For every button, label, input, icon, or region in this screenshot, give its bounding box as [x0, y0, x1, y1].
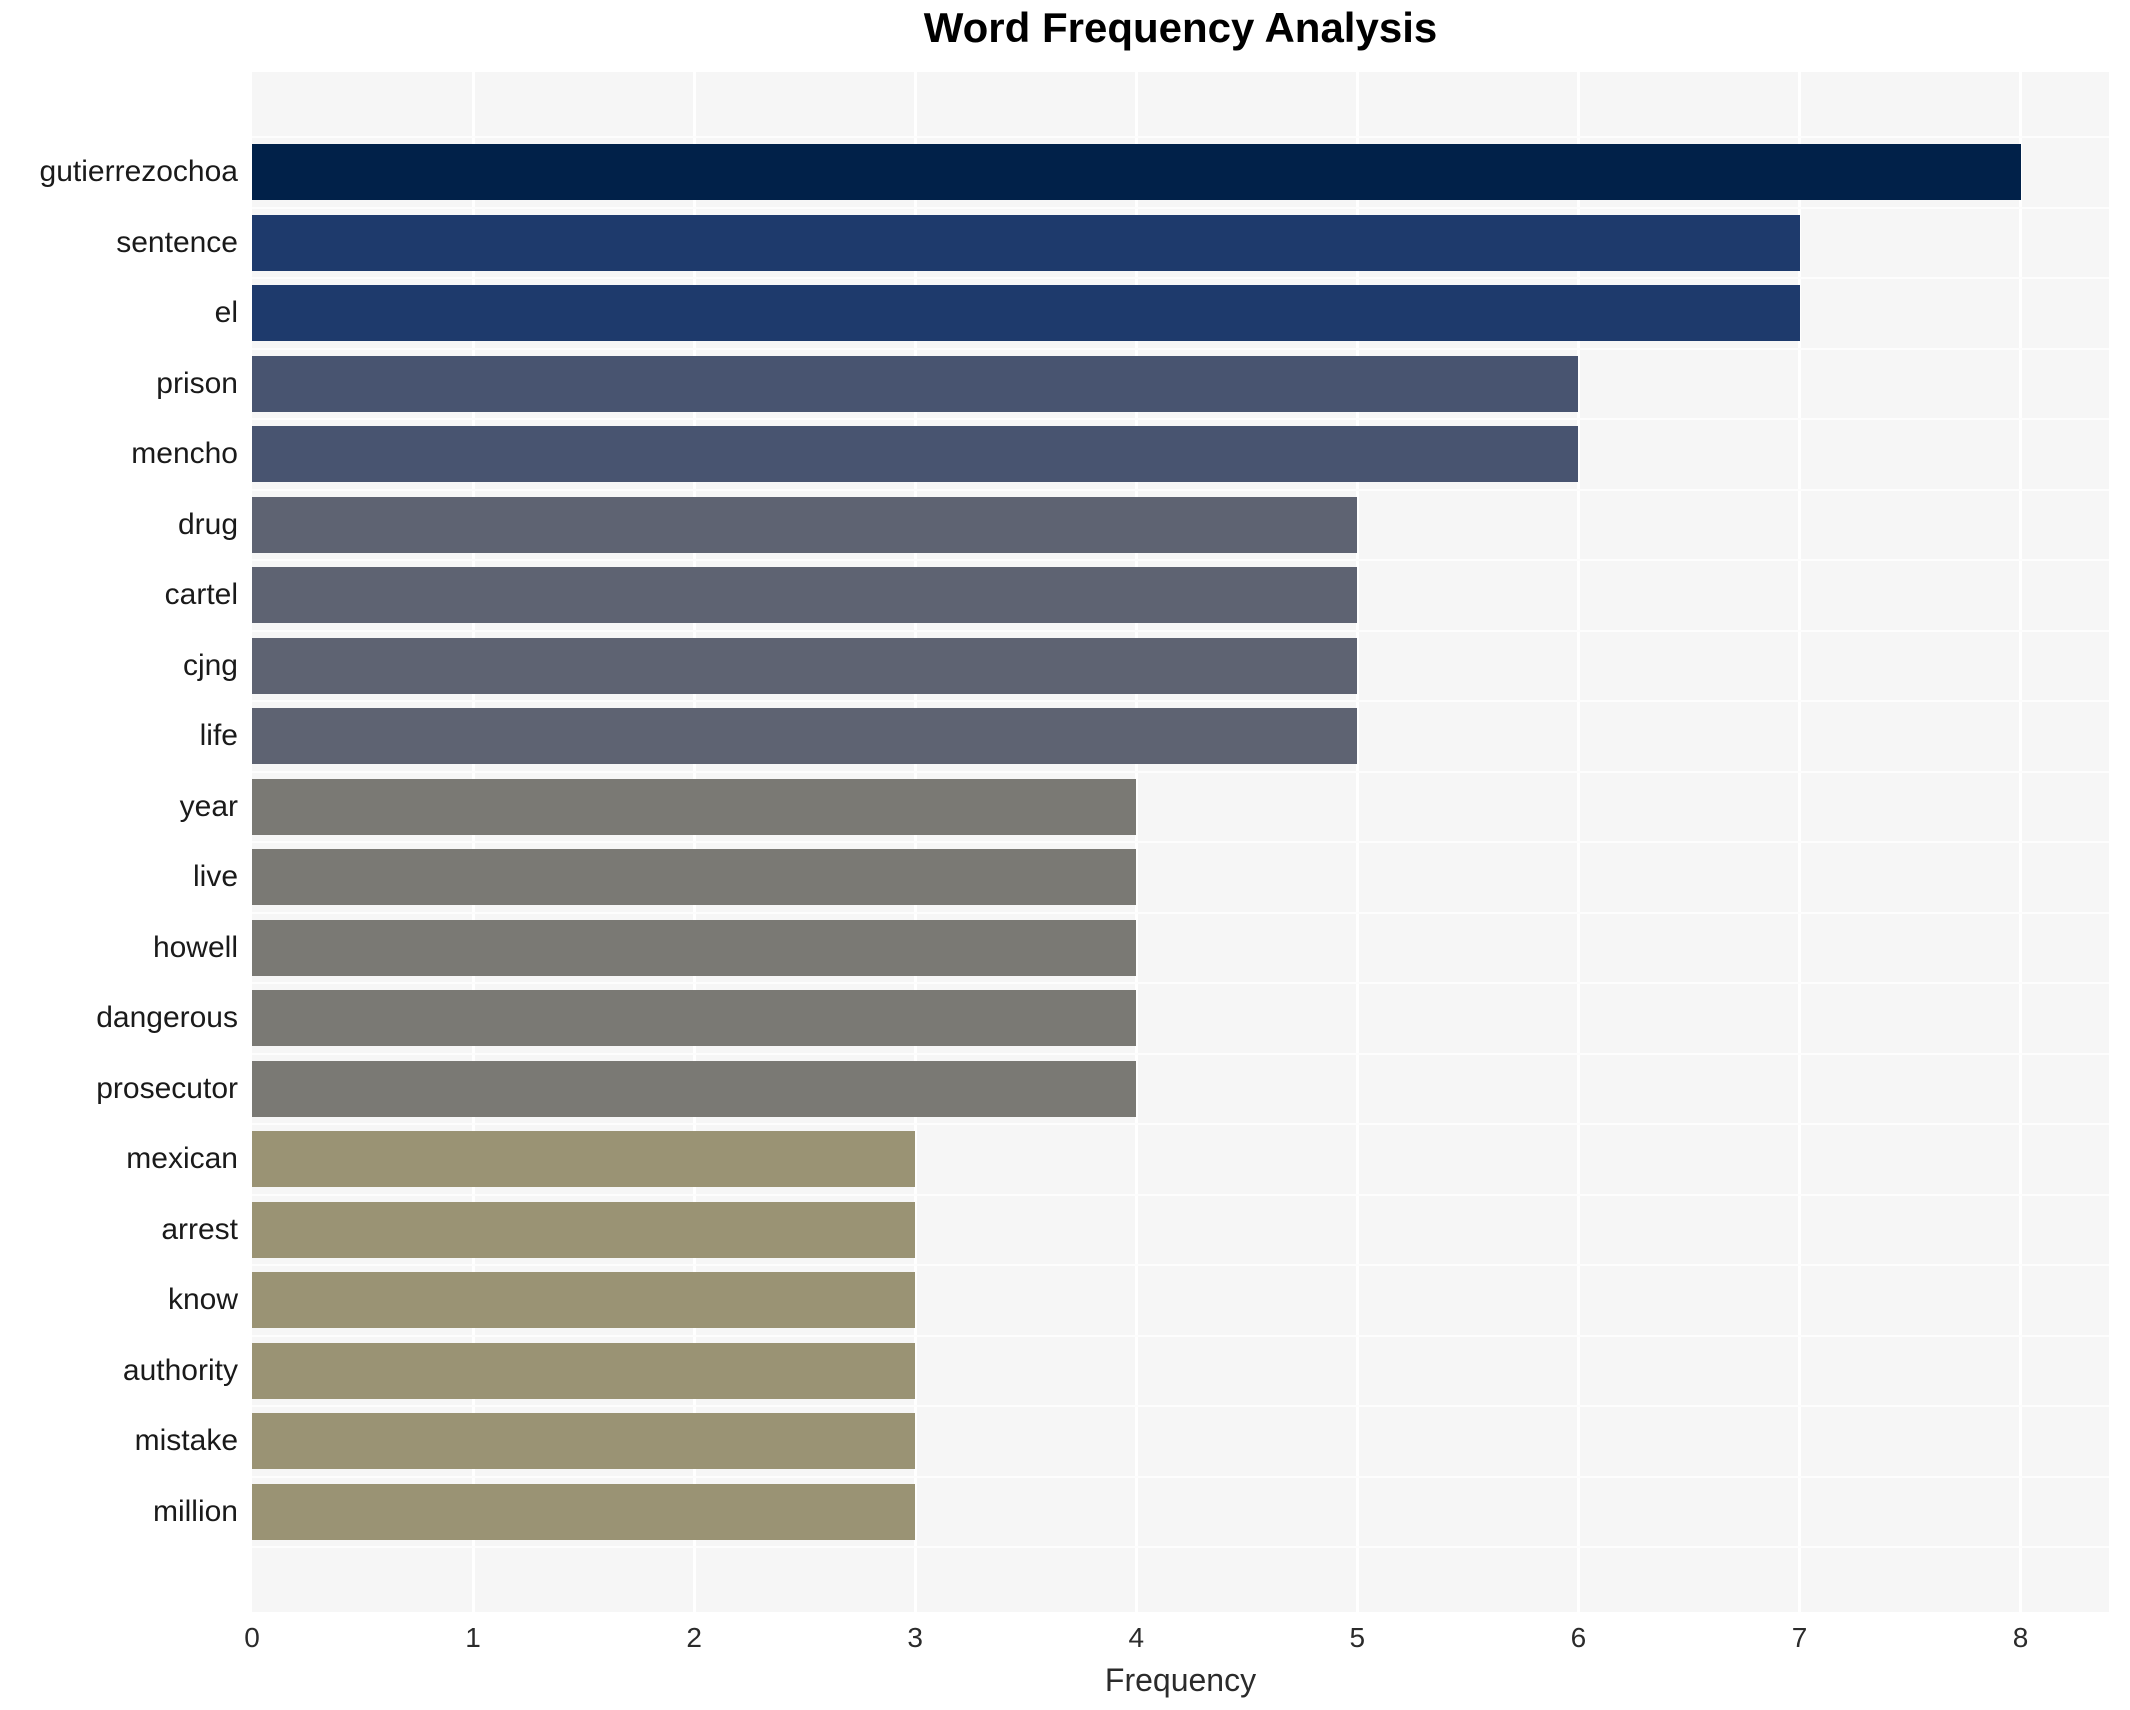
y-axis-label: el [214, 296, 238, 330]
bar [252, 637, 1358, 694]
plot-area [252, 72, 2109, 1612]
y-axis-label: sentence [116, 225, 238, 259]
bar [252, 214, 1800, 271]
y-axis-label: life [199, 719, 238, 753]
y-gridline [252, 559, 2109, 561]
chart-title: Word Frequency Analysis [923, 4, 1438, 51]
y-gridline [252, 629, 2109, 632]
y-gridline [252, 347, 2109, 350]
y-axis-label: mistake [134, 1424, 238, 1458]
x-axis-ticks: 0 1 2 3 4 5 6 7 8 [244, 1622, 2109, 1658]
x-tick-label: 5 [1349, 1622, 1366, 1653]
y-axis-label: cjng [182, 648, 238, 682]
bar [252, 285, 1800, 342]
x-tick-label: 0 [244, 1622, 260, 1653]
bar [252, 919, 1137, 976]
bar [252, 1272, 916, 1329]
bar [252, 708, 1358, 765]
bar [252, 144, 2021, 201]
y-axis-label: gutierrezochoa [39, 155, 238, 189]
x-tick-label: 1 [465, 1622, 481, 1653]
bar [252, 1201, 916, 1258]
y-axis-label: cartel [164, 578, 238, 612]
y-gridline [252, 206, 2109, 209]
y-gridline [252, 1123, 2109, 1125]
y-axis-label: arrest [161, 1212, 238, 1246]
y-axis-label: mexican [126, 1142, 238, 1176]
x-tick-label: 3 [907, 1622, 923, 1653]
y-axis-labels: gutierrezochoa sentence el prison mencho drug… [0, 72, 238, 1612]
y-gridline [252, 488, 2109, 491]
y-axis-label: know [167, 1283, 238, 1317]
y-axis-label: live [192, 860, 238, 894]
y-gridline [252, 1334, 2109, 1337]
bar [252, 1342, 916, 1399]
y-gridline [252, 982, 2109, 984]
y-gridline [252, 841, 2109, 843]
y-gridline [252, 1052, 2109, 1055]
y-gridline [252, 700, 2109, 702]
bar [252, 849, 1137, 906]
y-gridline [252, 1405, 2109, 1407]
bar [252, 1483, 916, 1540]
y-gridline [252, 136, 2109, 138]
bar [252, 355, 1579, 412]
bar [252, 1060, 1137, 1117]
x-tick-label: 7 [1791, 1622, 1808, 1653]
x-tick-label: 2 [686, 1622, 702, 1653]
bar [252, 426, 1579, 483]
y-gridline [252, 770, 2109, 773]
bar [252, 990, 1137, 1047]
bar [252, 1413, 916, 1470]
y-gridline [252, 1264, 2109, 1266]
y-axis-label: year [179, 789, 238, 823]
bar [252, 1131, 916, 1188]
bar [252, 567, 1358, 624]
y-gridline [252, 1475, 2109, 1478]
x-axis-title: Frequency [1104, 1662, 1257, 1698]
y-gridline [252, 911, 2109, 914]
x-tick-label: 8 [2012, 1622, 2029, 1653]
y-gridline [252, 1546, 2109, 1548]
y-axis-label: authority [122, 1353, 238, 1387]
y-axis-label: mencho [131, 437, 238, 471]
y-axis-label: prosecutor [96, 1071, 238, 1105]
y-axis-label: prison [156, 366, 238, 400]
y-axis-label: million [152, 1494, 238, 1528]
bar [252, 778, 1137, 835]
y-gridline [252, 418, 2109, 420]
y-gridline [252, 1193, 2109, 1196]
x-tick-label: 6 [1570, 1622, 1587, 1653]
x-tick-label: 4 [1128, 1622, 1145, 1653]
y-axis-label: howell [152, 930, 238, 964]
y-axis-label: dangerous [96, 1001, 238, 1035]
bar [252, 496, 1358, 553]
y-gridline [252, 277, 2109, 279]
y-axis-label: drug [177, 507, 238, 541]
